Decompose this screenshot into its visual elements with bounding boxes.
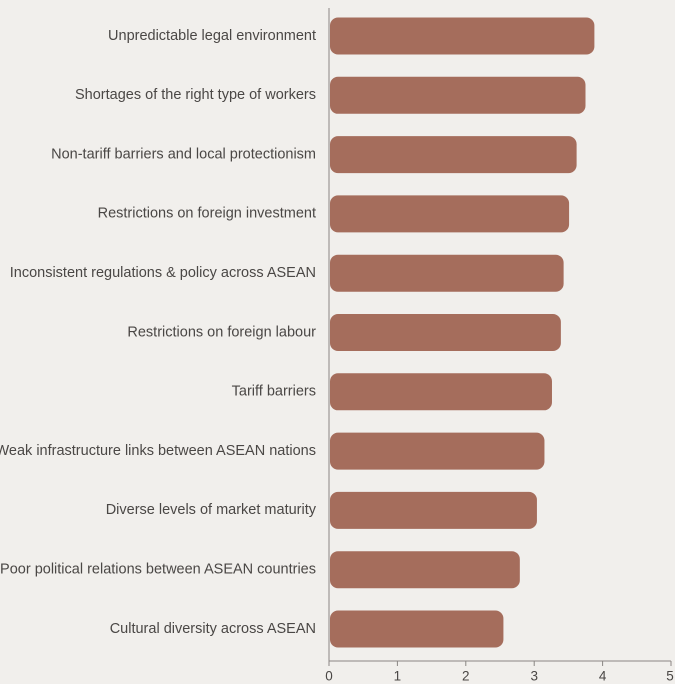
x-tick-label: 0 (325, 669, 333, 684)
x-tick-label: 2 (462, 669, 470, 684)
bar (330, 610, 504, 648)
bar (330, 314, 561, 351)
x-tick-label: 3 (530, 669, 538, 684)
category-label: Tariff barriers (232, 384, 316, 400)
category-labels-group: Unpredictable legal environment Shortages… (0, 28, 317, 637)
category-label: Restrictions on foreign labour (127, 324, 316, 340)
bar (330, 76, 586, 114)
x-axis: 0 1 2 3 4 5 (325, 8, 674, 684)
category-label: Diverse levels of market maturity (106, 502, 317, 518)
category-label: Unpredictable legal environment (108, 28, 316, 44)
bar (330, 254, 564, 292)
bars-group (330, 17, 595, 648)
category-label: Inconsistent regulations & policy across… (10, 265, 316, 281)
x-tick-label: 4 (599, 669, 607, 684)
category-label: Weak infrastructure links between ASEAN … (0, 443, 316, 459)
bar (330, 373, 552, 411)
category-label: Cultural diversity across ASEAN (110, 621, 316, 637)
bar (330, 136, 577, 174)
bar (330, 491, 537, 529)
bar (330, 17, 595, 55)
bar (330, 551, 520, 589)
bar (330, 432, 545, 470)
category-label: Poor political relations between ASEAN c… (0, 562, 316, 578)
x-tick-label: 1 (394, 669, 402, 684)
x-tick-label: 5 (666, 669, 674, 684)
category-label: Shortages of the right type of workers (75, 87, 316, 103)
category-label: Non-tariff barriers and local protection… (51, 146, 316, 162)
category-label: Restrictions on foreign investment (98, 206, 316, 222)
bar (330, 195, 570, 233)
